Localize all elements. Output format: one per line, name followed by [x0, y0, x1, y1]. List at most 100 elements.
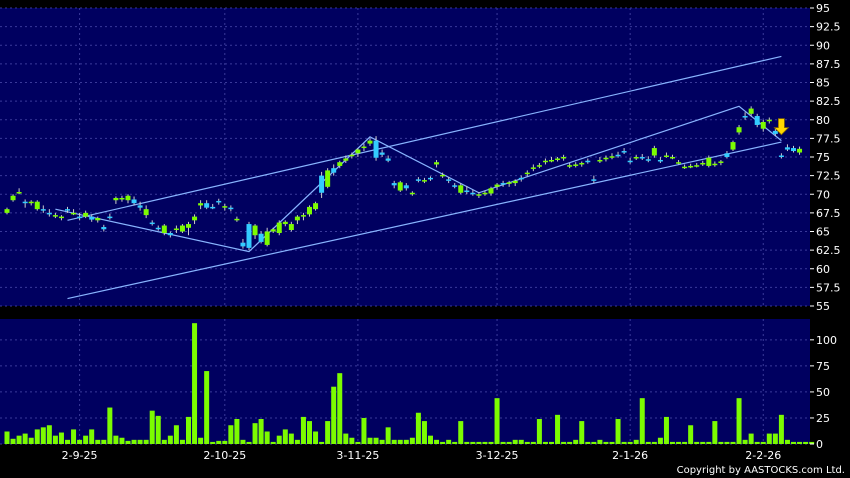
volume-bar — [452, 441, 458, 444]
copyright: Copyright by AASTOCKS.com Ltd. — [677, 465, 845, 476]
trendline — [55, 105, 782, 253]
candle-body — [228, 207, 234, 210]
candle-body — [391, 183, 397, 186]
candle-body — [83, 212, 89, 217]
arrow-marker-shape — [773, 118, 790, 136]
candle-body — [772, 130, 778, 134]
volume-bar — [71, 429, 77, 444]
candle-body — [651, 148, 657, 156]
volume-bar — [34, 429, 40, 444]
volume-bar — [760, 441, 766, 444]
candle-body — [313, 203, 319, 210]
volume-bar — [542, 441, 548, 444]
volume-bar — [179, 439, 185, 444]
candle-body — [670, 157, 675, 159]
date-tick-label: 2-9-25 — [62, 449, 98, 462]
candle-body — [125, 195, 131, 201]
candle-body — [89, 216, 95, 220]
price-tick-label: 77.5 — [816, 132, 841, 145]
candle-body — [234, 218, 240, 221]
volume-bar — [748, 433, 754, 444]
candle-body — [107, 216, 113, 219]
volume-bar — [494, 398, 500, 444]
volume-bar — [512, 439, 518, 444]
candle-body — [639, 157, 645, 159]
candle-body — [16, 192, 22, 194]
candle-body — [149, 222, 155, 225]
candle-body — [71, 212, 77, 215]
candle-body — [179, 225, 185, 232]
candle-body — [518, 177, 524, 180]
volume-bar — [367, 437, 373, 444]
price-tick-label: 82.5 — [816, 95, 841, 108]
candle-body — [694, 165, 700, 167]
volume-bar — [603, 441, 609, 444]
candle-body — [379, 152, 385, 155]
volume-bar — [403, 439, 409, 444]
candle-body — [246, 224, 252, 248]
volume-tick-label: 0 — [816, 438, 823, 451]
volume-bar — [58, 432, 64, 444]
candle-body — [778, 155, 784, 158]
candle-body — [361, 146, 367, 149]
price-tick-label: 90 — [816, 39, 830, 52]
price-tick-label: 55 — [816, 300, 830, 313]
volume-tick-label: 100 — [816, 334, 837, 347]
candle-body — [797, 148, 803, 153]
volume-bar — [16, 435, 22, 444]
candle-body — [409, 192, 415, 195]
candle-body — [500, 183, 506, 185]
volume-bar — [700, 441, 706, 444]
candle-body — [688, 165, 694, 168]
volume-bar — [276, 435, 282, 444]
price-tick-label: 57.5 — [816, 281, 841, 294]
volume-axis-ticks: 0 25 50 75 100 — [810, 334, 837, 451]
candle-body — [579, 162, 585, 165]
candle-body — [46, 212, 52, 215]
volume-bar — [258, 419, 264, 444]
candle-body — [464, 190, 470, 193]
candle-body — [192, 216, 198, 221]
volume-bar — [670, 441, 675, 444]
volume-bar — [204, 371, 210, 444]
volume-bar — [355, 441, 361, 444]
volume-bar — [585, 441, 591, 444]
candle-body — [355, 149, 361, 154]
volume-bar — [385, 427, 391, 444]
volume-bar — [506, 441, 512, 444]
price-tick-label: 75 — [816, 151, 830, 164]
candle-body — [252, 225, 258, 236]
candle-body — [676, 162, 682, 164]
candle-body — [555, 158, 561, 160]
candle-body — [791, 148, 796, 152]
candles — [4, 106, 803, 251]
volume-bar — [288, 433, 294, 444]
volume-bar — [615, 419, 621, 444]
candle-body — [288, 224, 294, 231]
candle-body — [222, 206, 228, 208]
candle-body — [10, 195, 16, 201]
volume-bar — [464, 441, 470, 444]
volume-bar — [137, 439, 143, 444]
trendline — [67, 141, 782, 300]
candle-body — [748, 108, 754, 114]
date-tick-label: 2-2-26 — [745, 449, 781, 462]
volume-bar — [264, 431, 270, 444]
candle-body — [663, 155, 669, 158]
price-tick-label: 85 — [816, 77, 830, 90]
candle-body — [621, 151, 627, 153]
volume-bar — [682, 441, 688, 444]
candle-body — [331, 168, 337, 173]
volume-bar — [391, 439, 397, 444]
candle-body — [294, 216, 300, 221]
candle-body — [95, 218, 101, 221]
volume-bar — [434, 439, 440, 444]
price-tick-label: 87.5 — [816, 58, 841, 71]
price-tick-label: 80 — [816, 114, 830, 127]
candle-body — [28, 201, 34, 204]
candle-body — [476, 194, 482, 196]
volume-bar — [500, 441, 506, 444]
volume-tick-label: 50 — [816, 386, 830, 399]
candle-body — [119, 197, 125, 200]
